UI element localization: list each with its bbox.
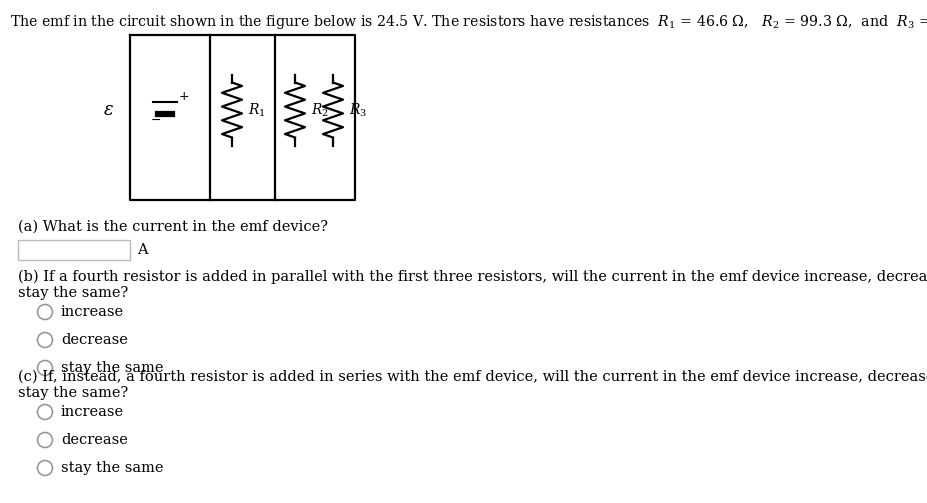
Text: +: + [179,90,189,103]
Text: $\varepsilon$: $\varepsilon$ [102,101,113,119]
Text: (a) What is the current in the emf device?: (a) What is the current in the emf devic… [18,220,327,234]
Text: decrease: decrease [61,333,128,347]
Text: (c) If, instead, a fourth resistor is added in series with the emf device, will : (c) If, instead, a fourth resistor is ad… [18,370,927,384]
Text: A: A [137,243,147,257]
Text: increase: increase [61,305,124,319]
Text: The emf in the circuit shown in the figure below is 24.5 V. The resistors have r: The emf in the circuit shown in the figu… [10,13,927,31]
Text: stay the same?: stay the same? [18,386,128,400]
Text: $R_1$: $R_1$ [248,101,265,119]
Text: (b) If a fourth resistor is added in parallel with the first three resistors, wi: (b) If a fourth resistor is added in par… [18,270,927,284]
FancyBboxPatch shape [18,240,130,260]
Text: −: − [151,114,161,126]
Text: increase: increase [61,405,124,419]
Text: stay the same?: stay the same? [18,286,128,300]
Text: stay the same: stay the same [61,461,163,475]
Text: $R_2$: $R_2$ [311,101,328,119]
Text: $R_3$: $R_3$ [349,101,367,119]
Text: decrease: decrease [61,433,128,447]
Text: stay the same: stay the same [61,361,163,375]
